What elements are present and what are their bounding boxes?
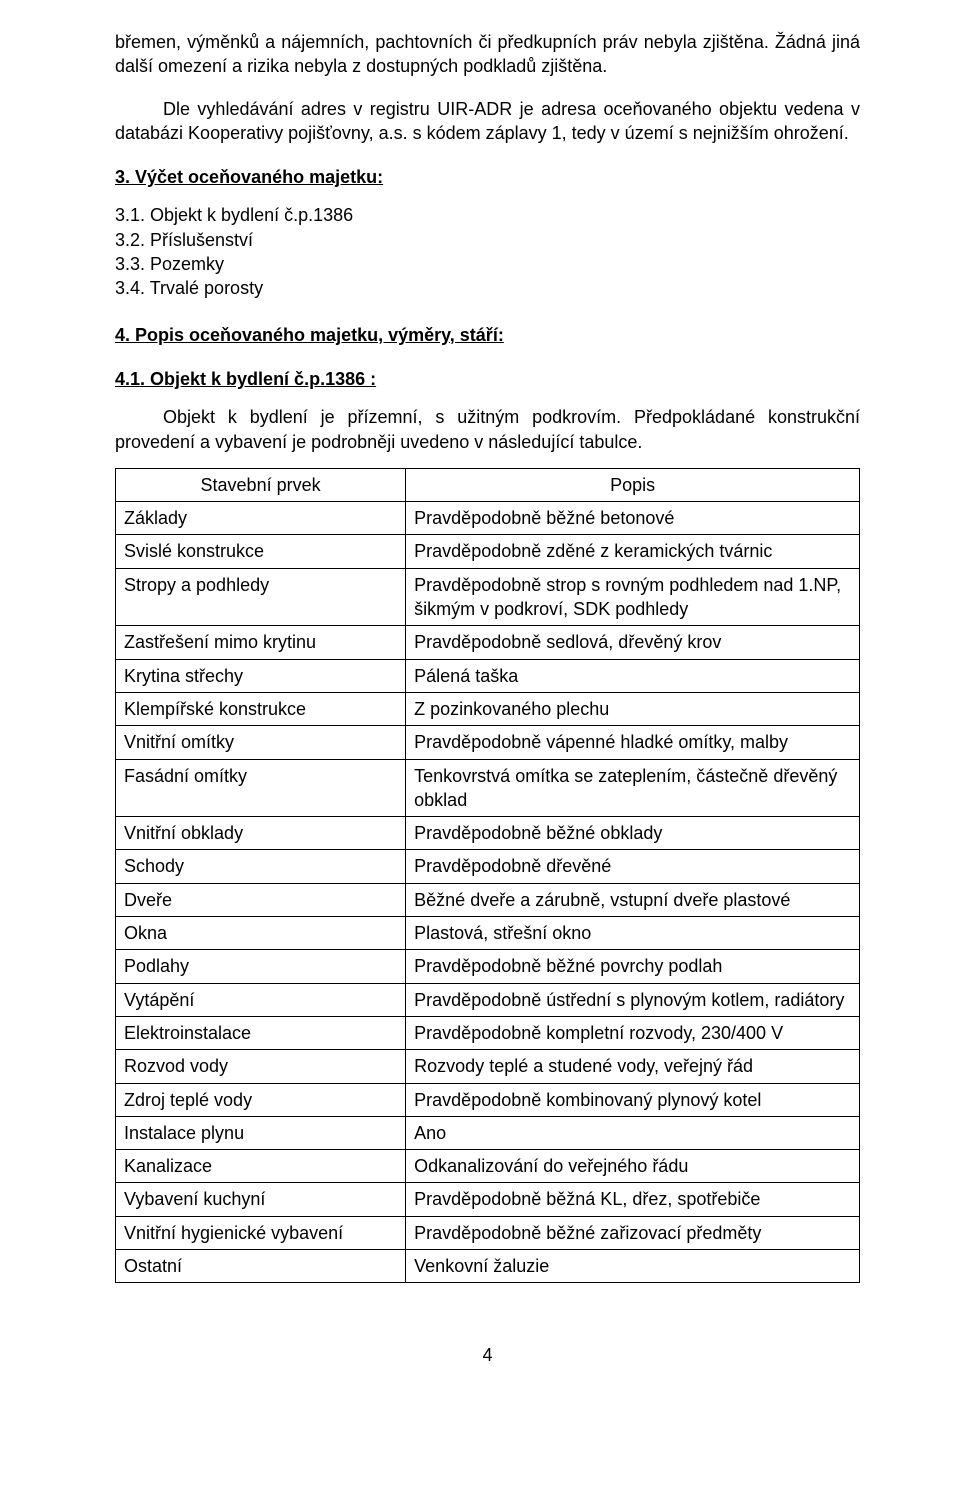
- table-cell-value: Pravděpodobně strop s rovným podhledem n…: [406, 568, 860, 626]
- table-row: Fasádní omítkyTenkovrstvá omítka se zate…: [116, 759, 860, 817]
- table-cell-value: Odkanalizování do veřejného řádu: [406, 1150, 860, 1183]
- section-4-title: 4. Popis oceňovaného majetku, výměry, st…: [115, 323, 860, 347]
- page-number: 4: [115, 1343, 860, 1367]
- table-cell-value: Běžné dveře a zárubně, vstupní dveře pla…: [406, 883, 860, 916]
- table-cell-label: Základy: [116, 502, 406, 535]
- table-cell-value: Pravděpodobně ústřední s plynovým kotlem…: [406, 983, 860, 1016]
- table-cell-value: Pravděpodobně běžná KL, dřez, spotřebiče: [406, 1183, 860, 1216]
- specification-table: Stavební prvek Popis ZákladyPravděpodobn…: [115, 468, 860, 1283]
- table-cell-value: Pravděpodobně běžné povrchy podlah: [406, 950, 860, 983]
- table-cell-label: Zastřešení mimo krytinu: [116, 626, 406, 659]
- table-cell-label: Stropy a podhledy: [116, 568, 406, 626]
- table-row: Vybavení kuchyníPravděpodobně běžná KL, …: [116, 1183, 860, 1216]
- intro-paragraph-1: břemen, výměnků a nájemních, pachtovních…: [115, 30, 860, 79]
- section-3-title: 3. Výčet oceňovaného majetku:: [115, 165, 860, 189]
- table-cell-label: Vnitřní obklady: [116, 817, 406, 850]
- table-cell-label: Ostatní: [116, 1249, 406, 1282]
- table-row: Rozvod vodyRozvody teplé a studené vody,…: [116, 1050, 860, 1083]
- list-item: 3.4. Trvalé porosty: [115, 276, 860, 300]
- table-cell-value: Z pozinkovaného plechu: [406, 692, 860, 725]
- table-row: Stropy a podhledyPravděpodobně strop s r…: [116, 568, 860, 626]
- table-row: SchodyPravděpodobně dřevěné: [116, 850, 860, 883]
- table-row: DveřeBěžné dveře a zárubně, vstupní dveř…: [116, 883, 860, 916]
- table-cell-label: Vybavení kuchyní: [116, 1183, 406, 1216]
- table-cell-value: Plastová, střešní okno: [406, 917, 860, 950]
- table-cell-label: Vnitřní omítky: [116, 726, 406, 759]
- table-cell-value: Pravděpodobně sedlová, dřevěný krov: [406, 626, 860, 659]
- table-cell-label: Zdroj teplé vody: [116, 1083, 406, 1116]
- list-item: 3.3. Pozemky: [115, 252, 860, 276]
- table-cell-value: Pravděpodobně dřevěné: [406, 850, 860, 883]
- table-row: Vnitřní omítkyPravděpodobně vápenné hlad…: [116, 726, 860, 759]
- table-header-right: Popis: [406, 468, 860, 501]
- table-cell-value: Pravděpodobně kombinovaný plynový kotel: [406, 1083, 860, 1116]
- table-cell-label: Elektroinstalace: [116, 1016, 406, 1049]
- table-cell-label: Podlahy: [116, 950, 406, 983]
- table-row: OknaPlastová, střešní okno: [116, 917, 860, 950]
- list-item: 3.2. Příslušenství: [115, 228, 860, 252]
- table-row: Krytina střechyPálená taška: [116, 659, 860, 692]
- table-row: Instalace plynuAno: [116, 1116, 860, 1149]
- table-row: Zastřešení mimo krytinuPravděpodobně sed…: [116, 626, 860, 659]
- table-row: ZákladyPravděpodobně běžné betonové: [116, 502, 860, 535]
- table-row: ElektroinstalacePravděpodobně kompletní …: [116, 1016, 860, 1049]
- table-row: KanalizaceOdkanalizování do veřejného řá…: [116, 1150, 860, 1183]
- table-cell-label: Instalace plynu: [116, 1116, 406, 1149]
- table-cell-value: Pravděpodobně běžné obklady: [406, 817, 860, 850]
- table-cell-label: Okna: [116, 917, 406, 950]
- table-cell-value: Ano: [406, 1116, 860, 1149]
- table-cell-label: Kanalizace: [116, 1150, 406, 1183]
- table-row: Klempířské konstrukceZ pozinkovaného ple…: [116, 692, 860, 725]
- table-cell-value: Tenkovrstvá omítka se zateplením, částeč…: [406, 759, 860, 817]
- list-item: 3.1. Objekt k bydlení č.p.1386: [115, 203, 860, 227]
- table-cell-label: Krytina střechy: [116, 659, 406, 692]
- table-cell-label: Rozvod vody: [116, 1050, 406, 1083]
- table-cell-label: Fasádní omítky: [116, 759, 406, 817]
- table-row: OstatníVenkovní žaluzie: [116, 1249, 860, 1282]
- table-cell-label: Dveře: [116, 883, 406, 916]
- table-cell-value: Pravděpodobně kompletní rozvody, 230/400…: [406, 1016, 860, 1049]
- table-row: Svislé konstrukcePravděpodobně zděné z k…: [116, 535, 860, 568]
- table-cell-value: Pravděpodobně běžné zařizovací předměty: [406, 1216, 860, 1249]
- section-4-1-text: Objekt k bydlení je přízemní, s užitným …: [115, 405, 860, 454]
- table-cell-value: Pálená taška: [406, 659, 860, 692]
- table-row: PodlahyPravděpodobně běžné povrchy podla…: [116, 950, 860, 983]
- table-row: Vnitřní hygienické vybaveníPravděpodobně…: [116, 1216, 860, 1249]
- intro-paragraph-2: Dle vyhledávání adres v registru UIR-ADR…: [115, 97, 860, 146]
- table-row: Vnitřní obkladyPravděpodobně běžné obkla…: [116, 817, 860, 850]
- table-cell-value: Pravděpodobně vápenné hladké omítky, mal…: [406, 726, 860, 759]
- table-row: Zdroj teplé vodyPravděpodobně kombinovan…: [116, 1083, 860, 1116]
- table-header-row: Stavební prvek Popis: [116, 468, 860, 501]
- table-cell-label: Vnitřní hygienické vybavení: [116, 1216, 406, 1249]
- section-3-list: 3.1. Objekt k bydlení č.p.1386 3.2. Přís…: [115, 203, 860, 300]
- table-cell-value: Rozvody teplé a studené vody, veřejný řá…: [406, 1050, 860, 1083]
- table-cell-label: Klempířské konstrukce: [116, 692, 406, 725]
- table-cell-value: Pravděpodobně zděné z keramických tvárni…: [406, 535, 860, 568]
- table-header-left: Stavební prvek: [116, 468, 406, 501]
- table-cell-value: Pravděpodobně běžné betonové: [406, 502, 860, 535]
- table-cell-value: Venkovní žaluzie: [406, 1249, 860, 1282]
- table-cell-label: Vytápění: [116, 983, 406, 1016]
- table-row: VytápěníPravděpodobně ústřední s plynový…: [116, 983, 860, 1016]
- table-cell-label: Schody: [116, 850, 406, 883]
- section-4-1-title: 4.1. Objekt k bydlení č.p.1386 :: [115, 367, 860, 391]
- table-cell-label: Svislé konstrukce: [116, 535, 406, 568]
